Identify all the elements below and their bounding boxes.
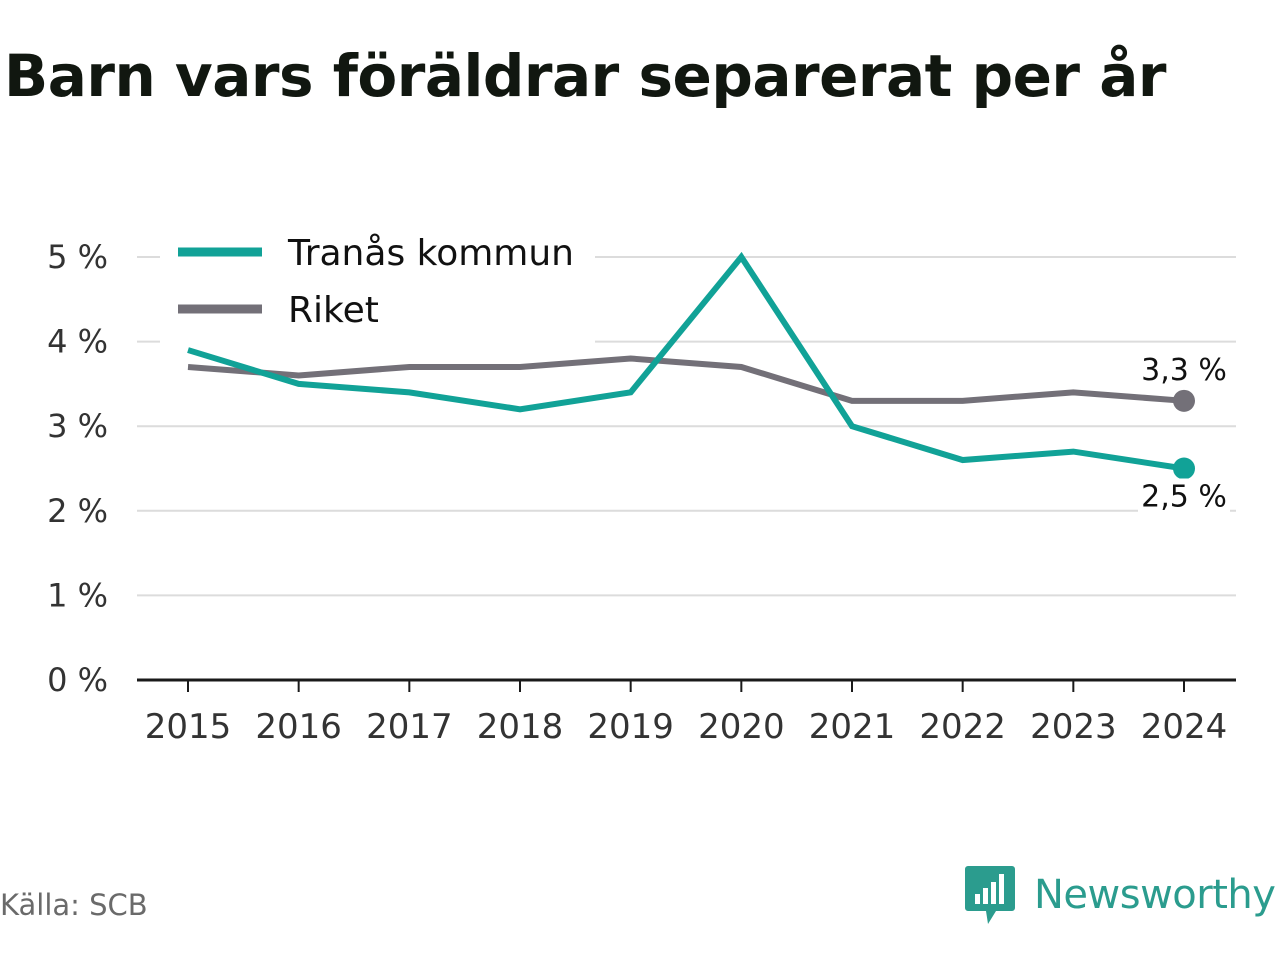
x-tick-label: 2018 bbox=[477, 707, 564, 747]
legend: Tranås kommun Riket bbox=[160, 222, 595, 347]
x-tick-label: 2023 bbox=[1030, 707, 1117, 747]
x-tick-label: 2017 bbox=[366, 707, 453, 747]
series-line-tranas bbox=[187, 251, 1185, 472]
y-axis-ticks: 0 % 1 % 2 % 3 % 4 % 5 % bbox=[47, 238, 108, 699]
legend-label: Tranås kommun bbox=[287, 233, 574, 274]
y-tick-label: 3 % bbox=[47, 407, 108, 445]
end-labels: 2,5 % 3,3 % bbox=[1138, 353, 1230, 519]
newsworthy-logo: Newsworthy bbox=[964, 864, 1276, 926]
end-point-tranas bbox=[1173, 457, 1195, 480]
y-tick-label: 2 % bbox=[47, 492, 108, 530]
source-note: Källa: SCB bbox=[0, 888, 148, 922]
y-tick-label: 5 % bbox=[47, 238, 108, 276]
end-label-background bbox=[1138, 478, 1230, 519]
x-tick-label: 2022 bbox=[919, 707, 1006, 747]
x-tick-label: 2024 bbox=[1141, 707, 1228, 747]
end-label-tranas: 2,5 % bbox=[1141, 480, 1227, 515]
x-axis-ticks: 2015 2016 2017 2018 2019 2020 2021 2022 2023 2024 bbox=[145, 680, 1228, 747]
legend-label: Riket bbox=[288, 290, 379, 331]
y-tick-label: 4 % bbox=[47, 323, 108, 361]
page-title: Barn vars föräldrar separerat per år bbox=[4, 42, 1166, 110]
series-line-riket bbox=[187, 355, 1185, 404]
y-tick-label: 1 % bbox=[47, 576, 108, 614]
series-lines bbox=[187, 251, 1195, 480]
end-point-riket bbox=[1173, 389, 1195, 412]
legend-background bbox=[160, 222, 595, 347]
y-tick-label: 0 % bbox=[47, 661, 108, 699]
x-tick-label: 2015 bbox=[145, 707, 232, 747]
brand-name: Newsworthy bbox=[1034, 872, 1276, 918]
x-tick-label: 2019 bbox=[587, 707, 674, 747]
newsworthy-logo-icon bbox=[965, 866, 1015, 924]
x-tick-label: 2016 bbox=[255, 707, 342, 747]
end-label-riket: 3,3 % bbox=[1141, 353, 1227, 388]
x-tick-label: 2021 bbox=[809, 707, 896, 747]
x-tick-label: 2020 bbox=[698, 707, 785, 747]
